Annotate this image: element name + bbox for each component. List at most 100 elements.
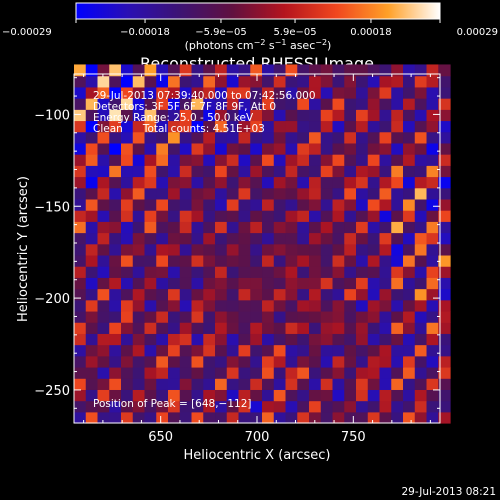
heatmap-cell: [144, 243, 157, 256]
heatmap-cell: [238, 64, 251, 77]
heatmap-cell: [414, 400, 428, 413]
heatmap-cell: [262, 333, 275, 346]
heatmap-cell: [309, 120, 322, 133]
heatmap-cell: [426, 322, 439, 334]
heatmap-cell: [179, 378, 193, 390]
heatmap-cell: [297, 187, 310, 200]
heatmap-cell: [144, 288, 157, 301]
heatmap-cell: [191, 378, 204, 390]
heatmap-cell: [109, 277, 122, 290]
heatmap-cell: [226, 120, 240, 133]
heatmap-cell: [191, 254, 204, 267]
heatmap-cell: [97, 366, 110, 379]
heatmap-cell: [97, 154, 110, 166]
heatmap-cell: [426, 98, 439, 110]
heatmap-cell: [191, 198, 204, 211]
heatmap-cell: [191, 277, 204, 290]
heatmap-cell: [309, 310, 322, 323]
heatmap-cell: [215, 333, 228, 346]
heatmap-cell: [273, 288, 287, 301]
heatmap-cell: [179, 64, 193, 77]
heatmap-cell: [179, 400, 193, 413]
heatmap-cell: [356, 198, 369, 211]
heatmap-cell: [250, 322, 263, 334]
heatmap-cell: [132, 98, 146, 110]
heatmap-cell: [379, 355, 392, 368]
heatmap-cell: [391, 154, 404, 166]
heatmap-cell: [74, 131, 87, 144]
heatmap-cell: [367, 210, 381, 222]
heatmap-cell: [168, 322, 181, 334]
heatmap-cell: [403, 221, 416, 234]
heatmap-cell: [414, 310, 428, 323]
heatmap-cell: [85, 333, 99, 346]
heatmap-cell: [215, 98, 228, 110]
heatmap-cell: [191, 232, 204, 245]
heatmap-cell: [226, 243, 240, 256]
heatmap-cell: [309, 322, 322, 334]
heatmap-cell: [191, 131, 204, 144]
heatmap-cell: [215, 288, 228, 301]
heatmap-cell: [215, 165, 228, 178]
heatmap-cell: [109, 221, 122, 234]
heatmap-cell: [226, 64, 240, 77]
heatmap-cell: [356, 378, 369, 390]
heatmap-cell: [438, 165, 451, 178]
heatmap-cell: [144, 232, 157, 245]
heatmap-cell: [426, 109, 439, 122]
heatmap-cell: [391, 411, 404, 424]
heatmap-cell: [273, 198, 287, 211]
colorbar-unit-label: (photons cm−2 s−1 asec−2): [185, 38, 332, 52]
heatmap-cell: [168, 254, 181, 267]
heatmap-cell: [238, 243, 251, 256]
heatmap-cell: [332, 198, 345, 211]
heatmap-cell: [109, 322, 122, 334]
heatmap-cell: [203, 210, 216, 222]
heatmap-cell: [109, 411, 122, 424]
heatmap-cell: [179, 165, 193, 178]
heatmap-cell: [191, 64, 204, 77]
heatmap-cell: [226, 389, 240, 402]
heatmap-cell: [109, 299, 122, 312]
heatmap-cell: [109, 254, 122, 267]
heatmap-cell: [238, 400, 251, 413]
heatmap-cell: [332, 299, 345, 312]
heatmap-cell: [414, 333, 428, 346]
heatmap-cell: [379, 333, 392, 346]
x-tick-label: 700: [245, 430, 270, 445]
heatmap-cell: [262, 288, 275, 301]
heatmap-cell: [179, 310, 193, 323]
heatmap-cell: [121, 64, 134, 77]
peak-position-label: Position of Peak = [648,−112]: [93, 398, 252, 410]
colorbar-ticks: −0.00029 −0.00018 −5.9e−05 5.9e−05 0.00018 0.…: [2, 19, 498, 38]
heatmap-cell: [215, 120, 228, 133]
heatmap-cell: [215, 176, 228, 189]
heatmap-cell: [144, 165, 157, 178]
annotation-block: 29-Jul-2013 07:39:40.000 to 07:42:56.000…: [93, 90, 316, 135]
heatmap-cell: [320, 120, 334, 133]
heatmap-cell: [379, 266, 392, 278]
heatmap-cell: [97, 277, 110, 290]
heatmap-cell: [156, 344, 169, 357]
heatmap-cell: [156, 355, 169, 368]
heatmap-cell: [403, 254, 416, 267]
heatmap-cell: [403, 333, 416, 346]
heatmap-cell: [297, 131, 310, 144]
heatmap-cell: [285, 254, 298, 267]
heatmap-cell: [297, 389, 310, 402]
heatmap-cell: [250, 176, 263, 189]
heatmap-cell: [97, 355, 110, 368]
heatmap-cell: [273, 232, 287, 245]
colorbar: −0.00029 −0.00018 −5.9e−05 5.9e−05 0.00018 0.…: [2, 2, 498, 52]
heatmap-cell: [332, 389, 345, 402]
heatmap-cell: [156, 389, 169, 402]
heatmap-cell: [379, 254, 392, 267]
heatmap-cell: [403, 378, 416, 390]
heatmap-cell: [332, 232, 345, 245]
heatmap-cell: [85, 75, 99, 88]
heatmap-cell: [85, 187, 99, 200]
heatmap-cell: [344, 232, 357, 245]
heatmap-cell: [356, 277, 369, 290]
heatmap-cell: [403, 344, 416, 357]
heatmap-cell: [156, 322, 169, 334]
